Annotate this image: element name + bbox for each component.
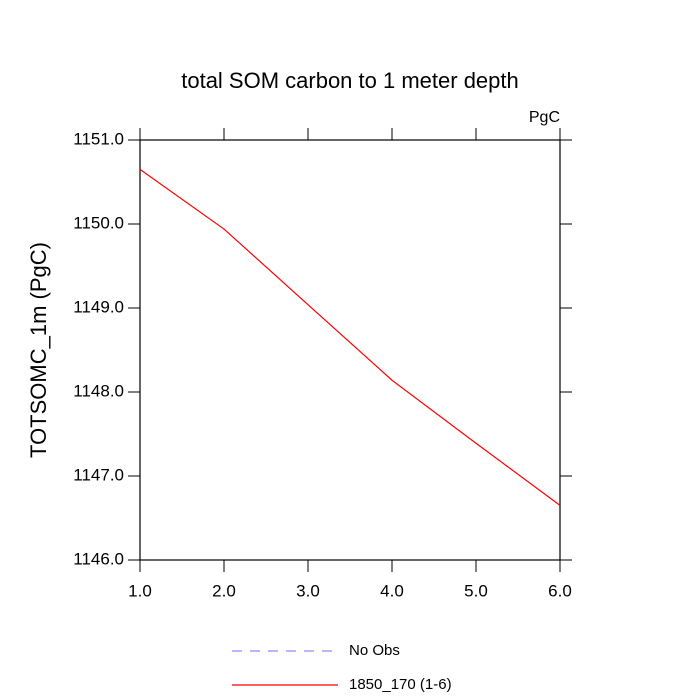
y-tick-label: 1147.0	[73, 465, 124, 484]
plot-frame	[139, 139, 561, 561]
units-label: PgC	[529, 109, 560, 126]
x-tick-label: 4.0	[380, 581, 404, 600]
legend-label: No Obs	[349, 642, 400, 659]
x-tick-label: 1.0	[128, 581, 152, 600]
y-tick-label: 1149.0	[73, 297, 124, 316]
x-tick-label: 2.0	[212, 581, 236, 600]
y-tick-label: 1146.0	[73, 549, 124, 568]
y-tick-label: 1150.0	[73, 213, 124, 232]
y-axis-label: TOTSOMC_1m (PgC)	[26, 242, 51, 458]
series-line	[139, 168, 561, 506]
x-tick-label: 3.0	[296, 581, 320, 600]
chart-title: total SOM carbon to 1 meter depth	[181, 68, 519, 93]
x-tick-label: 6.0	[548, 581, 572, 600]
x-tick-label: 5.0	[464, 581, 488, 600]
y-tick-label: 1151.0	[73, 129, 124, 148]
y-tick-label: 1148.0	[73, 381, 124, 400]
legend-label: 1850_170 (1-6)	[349, 676, 452, 693]
